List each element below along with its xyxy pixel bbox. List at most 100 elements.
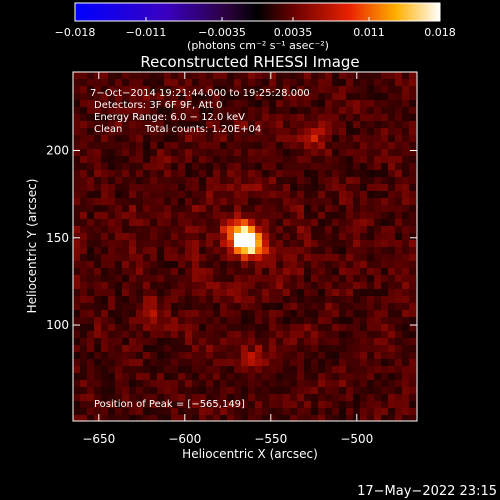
heatmap-cell — [73, 366, 80, 373]
heatmap-cell — [297, 114, 304, 121]
heatmap-cell — [381, 408, 388, 415]
heatmap-cell — [248, 170, 255, 177]
heatmap-cell — [262, 114, 269, 121]
heatmap-cell — [213, 184, 220, 191]
heatmap-cell — [339, 254, 346, 261]
heatmap-cell — [346, 310, 353, 317]
heatmap-cell — [94, 142, 101, 149]
heatmap-cell — [353, 212, 360, 219]
heatmap-cell — [122, 415, 129, 421]
heatmap-cell — [311, 317, 318, 324]
heatmap-cell — [87, 79, 94, 86]
heatmap-cell — [171, 331, 178, 338]
heatmap-cell — [311, 100, 318, 107]
heatmap-cell — [409, 331, 416, 338]
heatmap-cell — [255, 79, 262, 86]
y-tick-label: 200 — [46, 144, 69, 158]
heatmap-cell — [213, 72, 220, 79]
heatmap-cell — [332, 121, 339, 128]
heatmap-cell — [332, 289, 339, 296]
heatmap-cell — [304, 177, 311, 184]
heatmap-cell — [297, 296, 304, 303]
heatmap-cell — [164, 289, 171, 296]
heatmap-cell — [101, 177, 108, 184]
heatmap-cell — [374, 233, 381, 240]
heatmap-cell — [262, 149, 269, 156]
heatmap-cell — [353, 275, 360, 282]
heatmap-cell — [360, 184, 367, 191]
heatmap-cell — [409, 352, 416, 359]
heatmap-cell — [157, 177, 164, 184]
heatmap-cell — [80, 142, 87, 149]
heatmap-cell — [73, 247, 80, 254]
heatmap-cell — [241, 282, 248, 289]
heatmap-cell — [122, 296, 129, 303]
heatmap-cell — [206, 79, 213, 86]
heatmap-cell — [276, 121, 283, 128]
heatmap-cell — [192, 170, 199, 177]
heatmap-cell — [367, 275, 374, 282]
heatmap-cell — [115, 135, 122, 142]
heatmap-cell — [108, 170, 115, 177]
heatmap-cell — [318, 86, 325, 93]
heatmap-cell — [199, 219, 206, 226]
heatmap-cell — [332, 149, 339, 156]
heatmap-cell — [157, 86, 164, 93]
heatmap-cell — [283, 268, 290, 275]
heatmap-cell — [157, 338, 164, 345]
heatmap-cell — [248, 135, 255, 142]
heatmap-cell — [304, 142, 311, 149]
heatmap-cell — [290, 359, 297, 366]
heatmap-cell — [318, 79, 325, 86]
heatmap-cell — [73, 380, 80, 387]
heatmap-cell — [360, 177, 367, 184]
heatmap-cell — [248, 380, 255, 387]
heatmap-cell — [262, 240, 269, 247]
heatmap-cell — [339, 100, 346, 107]
heatmap-cell — [122, 247, 129, 254]
heatmap-cell — [199, 310, 206, 317]
heatmap-cell — [339, 177, 346, 184]
heatmap-cell — [108, 296, 115, 303]
heatmap-cell — [346, 156, 353, 163]
heatmap-cell — [283, 324, 290, 331]
heatmap-cell — [192, 114, 199, 121]
heatmap-cell — [346, 373, 353, 380]
heatmap-cell — [101, 233, 108, 240]
heatmap-cell — [171, 107, 178, 114]
heatmap-cell — [276, 261, 283, 268]
heatmap-cell — [374, 345, 381, 352]
heatmap-cell — [178, 121, 185, 128]
heatmap-cell — [311, 205, 318, 212]
heatmap-cell — [185, 240, 192, 247]
heatmap-cell — [318, 142, 325, 149]
heatmap-cell — [311, 191, 318, 198]
heatmap-cell — [80, 303, 87, 310]
heatmap-cell — [136, 282, 143, 289]
heatmap-cell — [374, 331, 381, 338]
heatmap-cell — [87, 338, 94, 345]
heatmap-cell — [353, 191, 360, 198]
heatmap-cell — [122, 79, 129, 86]
heatmap-cell — [360, 156, 367, 163]
heatmap-cell — [192, 401, 199, 408]
heatmap-cell — [402, 317, 409, 324]
heatmap-cell — [143, 121, 150, 128]
heatmap-cell — [255, 191, 262, 198]
heatmap-cell — [304, 268, 311, 275]
heatmap-cell — [164, 324, 171, 331]
heatmap-cell — [311, 352, 318, 359]
heatmap-cell — [325, 275, 332, 282]
heatmap-cell — [374, 156, 381, 163]
heatmap-cell — [409, 380, 416, 387]
heatmap-cell — [241, 373, 248, 380]
heatmap-cell — [234, 86, 241, 93]
heatmap-cell — [185, 359, 192, 366]
heatmap-cell — [360, 415, 367, 421]
heatmap-cell — [136, 366, 143, 373]
heatmap-cell — [94, 247, 101, 254]
heatmap-cell — [178, 310, 185, 317]
heatmap-cell — [80, 331, 87, 338]
heatmap-cell — [241, 303, 248, 310]
heatmap-cell — [262, 296, 269, 303]
